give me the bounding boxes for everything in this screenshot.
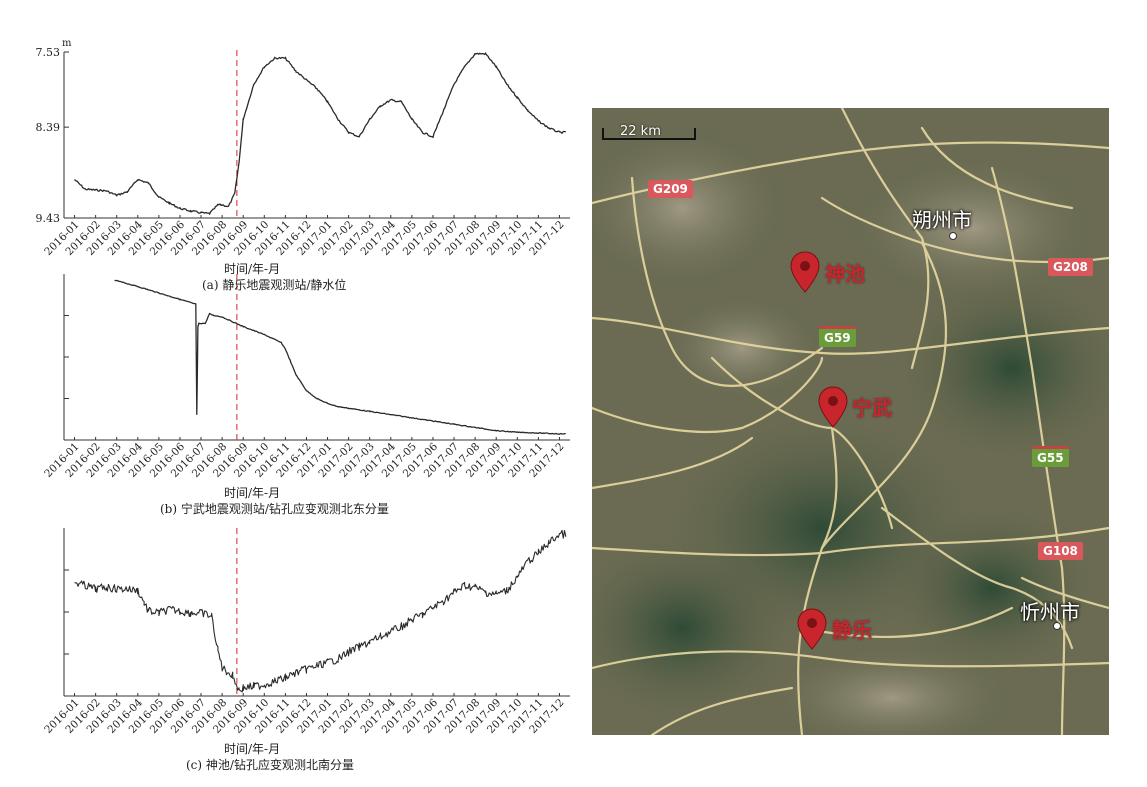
marker-label-ningwu: 宁武: [852, 396, 892, 420]
chart-c-xlabel: 时间/年-月: [224, 742, 281, 756]
chart-a-xlabel: 时间/年-月: [224, 262, 281, 276]
road-label-g208: G208: [1048, 258, 1093, 276]
y-tick-label: 8.39: [36, 121, 61, 134]
marker-label-jingle: 静乐: [832, 618, 872, 642]
road-label-g108: G108: [1038, 542, 1083, 560]
road-label-g55: G55: [1032, 446, 1069, 467]
road-label-g59: G59: [819, 326, 856, 347]
chart-panel-0: 7.538.399.43m2016-012016-022016-032016-0…: [36, 38, 570, 258]
chart-b-xlabel: 时间/年-月: [224, 486, 281, 500]
marker-pin-icon[interactable]: [790, 251, 820, 293]
location-map[interactable]: 22 km G209 G208 G59 G55 G108 朔州市 忻州市 神池 …: [592, 108, 1109, 735]
charts-area: 7.53 8.39 9.43 m 2016-012016-022016-032016-0…: [36, 38, 570, 736]
city-dot-shuozhou: [949, 232, 957, 240]
scale-label: 22 km: [620, 124, 661, 139]
series-line-0: [74, 52, 566, 215]
city-label-xinzhou: 忻州市: [1020, 600, 1080, 624]
map-terrain: [592, 108, 1109, 735]
scale-bar: [602, 128, 696, 140]
map-scale: 22 km: [602, 124, 696, 144]
chart-panel-1: 2016-012016-022016-032016-042016-052016-…: [42, 274, 570, 480]
y-tick-label: 9.43: [36, 212, 61, 225]
chart-panel-2: 2016-012016-022016-032016-042016-052016-…: [42, 528, 570, 736]
series-line-0: [74, 529, 567, 693]
marker-pin-icon[interactable]: [797, 608, 827, 650]
chart-b-caption: (b) 宁武地震观测站/钻孔应变观测北东分量: [160, 502, 389, 516]
chart-c-caption: (c) 神池/钻孔应变观测北南分量: [186, 758, 354, 772]
city-label-shuozhou: 朔州市: [912, 208, 972, 232]
series-line-0: [114, 279, 566, 435]
road-network: [592, 108, 1109, 735]
road-label-g209: G209: [648, 180, 693, 198]
y-unit-label: m: [62, 38, 72, 49]
city-dot-xinzhou: [1053, 622, 1061, 630]
chart-a-caption: (a) 静乐地震观测站/静水位: [202, 278, 347, 292]
marker-pin-icon[interactable]: [818, 386, 848, 428]
marker-label-shenchi: 神池: [825, 262, 865, 286]
y-tick-label: 7.53: [36, 46, 61, 59]
